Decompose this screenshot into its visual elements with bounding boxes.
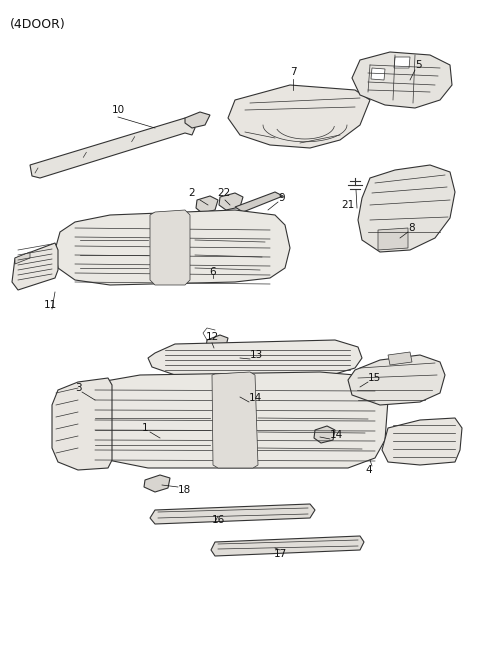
Polygon shape <box>211 536 364 556</box>
Text: 13: 13 <box>250 350 263 360</box>
Text: 11: 11 <box>43 300 57 310</box>
Text: 3: 3 <box>75 383 82 393</box>
Text: 21: 21 <box>342 200 355 210</box>
Text: 10: 10 <box>111 105 125 115</box>
Text: 18: 18 <box>178 485 191 495</box>
Polygon shape <box>150 504 315 524</box>
Polygon shape <box>185 112 210 128</box>
Text: 7: 7 <box>290 67 296 77</box>
Polygon shape <box>371 68 385 80</box>
Polygon shape <box>378 228 408 250</box>
Polygon shape <box>394 57 410 68</box>
Polygon shape <box>55 210 290 285</box>
Polygon shape <box>314 426 335 443</box>
Polygon shape <box>227 386 248 403</box>
Text: 17: 17 <box>274 549 287 559</box>
Polygon shape <box>352 52 452 108</box>
Polygon shape <box>388 352 412 365</box>
Text: 9: 9 <box>278 193 285 203</box>
Polygon shape <box>52 378 112 470</box>
Polygon shape <box>219 193 243 210</box>
Polygon shape <box>30 118 195 178</box>
Polygon shape <box>358 165 455 252</box>
Polygon shape <box>150 210 190 285</box>
Text: 8: 8 <box>408 223 415 233</box>
Polygon shape <box>196 196 218 213</box>
Text: 5: 5 <box>415 60 421 70</box>
Polygon shape <box>15 252 30 264</box>
Polygon shape <box>148 340 362 375</box>
Polygon shape <box>212 372 258 468</box>
Polygon shape <box>206 335 228 354</box>
Polygon shape <box>228 85 370 148</box>
Polygon shape <box>382 418 462 465</box>
Polygon shape <box>75 372 388 468</box>
Text: 16: 16 <box>211 515 225 525</box>
Text: (4DOOR): (4DOOR) <box>10 18 66 31</box>
Text: 14: 14 <box>330 430 343 440</box>
Text: 22: 22 <box>217 188 230 198</box>
Polygon shape <box>12 243 58 290</box>
Text: 2: 2 <box>189 188 195 198</box>
Polygon shape <box>144 475 170 492</box>
Text: 1: 1 <box>142 423 148 433</box>
Text: 4: 4 <box>365 465 372 475</box>
Polygon shape <box>235 192 283 212</box>
Text: 12: 12 <box>205 332 218 342</box>
Text: 6: 6 <box>210 267 216 277</box>
Text: 15: 15 <box>368 373 381 383</box>
Text: 14: 14 <box>249 393 262 403</box>
Polygon shape <box>348 355 445 405</box>
